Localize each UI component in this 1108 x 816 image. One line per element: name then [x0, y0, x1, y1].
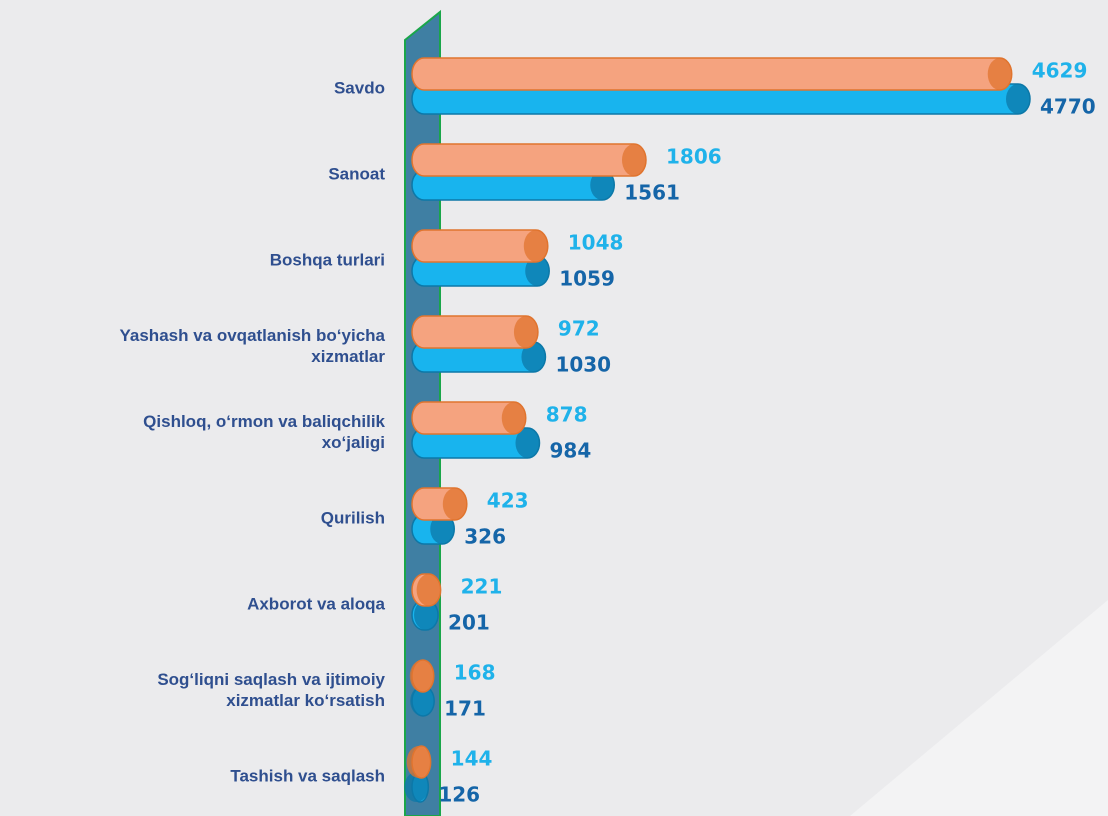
- category-label: Sog‘liqni saqlash va ijtimoiy xizmatlar …: [157, 670, 385, 710]
- value-label: 1048: [568, 231, 624, 255]
- value-label: 1030: [555, 353, 611, 377]
- bar-cap: [987, 58, 1012, 90]
- category-label: Qishloq, o‘rmon va baliqchilik xo‘jaligi: [143, 412, 385, 452]
- value-label: 1806: [666, 145, 722, 169]
- value-label: 144: [451, 747, 493, 771]
- bar-cap: [1006, 84, 1030, 114]
- bar: [411, 143, 647, 177]
- value-label: 4770: [1040, 95, 1096, 119]
- bar-cap: [410, 686, 435, 716]
- value-label: 126: [438, 783, 480, 807]
- bar-cap: [430, 514, 455, 544]
- category-label: Sanoat: [328, 164, 385, 184]
- category-label: Axborot va aloqa: [247, 594, 385, 614]
- bar-cap: [521, 342, 546, 372]
- bar-cap: [590, 170, 615, 200]
- bar-cap: [513, 316, 538, 348]
- value-label: 984: [549, 439, 591, 463]
- value-label: 201: [448, 611, 490, 635]
- value-label: 878: [546, 403, 588, 427]
- value-label: 423: [487, 489, 529, 513]
- bar-cap: [525, 256, 550, 286]
- bar-cap: [409, 660, 434, 692]
- category-label: Tashish va saqlash: [230, 766, 385, 786]
- background-shape: [850, 600, 1108, 816]
- bar-cap: [501, 402, 526, 434]
- bar-cap: [621, 144, 646, 176]
- category-label: Savdo: [333, 78, 385, 98]
- bar-cap: [523, 230, 548, 262]
- value-label: 168: [454, 661, 496, 685]
- bar-cap: [515, 428, 540, 458]
- bar-cap: [404, 772, 429, 802]
- bar-cap: [416, 574, 441, 606]
- bar-cap: [442, 488, 467, 520]
- category-label: Yashash va ovqatlanish bo‘yicha xizmatla…: [119, 326, 386, 366]
- bar-cap: [414, 600, 439, 630]
- category-label: Qurilish: [320, 508, 385, 528]
- value-label: 4629: [1032, 59, 1088, 83]
- bar-cap: [406, 746, 431, 778]
- value-label: 171: [444, 697, 486, 721]
- value-label: 1059: [559, 267, 615, 291]
- value-label: 326: [464, 525, 506, 549]
- category-label: Boshqa turlari: [269, 250, 385, 270]
- value-label: 972: [558, 317, 600, 341]
- bar: [411, 57, 1013, 91]
- value-label: 221: [461, 575, 503, 599]
- value-label: 1561: [624, 181, 680, 205]
